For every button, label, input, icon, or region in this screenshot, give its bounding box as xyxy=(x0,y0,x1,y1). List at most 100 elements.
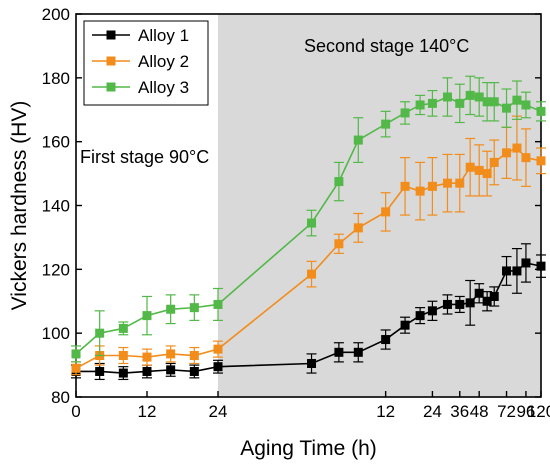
data-point xyxy=(71,363,81,373)
data-point xyxy=(213,299,223,309)
data-point xyxy=(307,269,317,279)
data-point xyxy=(536,156,546,166)
x-tick-label: 96 xyxy=(516,402,535,421)
data-point xyxy=(465,162,475,172)
data-point xyxy=(166,304,176,314)
second-stage-label: Second stage 140°C xyxy=(304,36,469,56)
series-2 xyxy=(71,115,546,376)
data-point xyxy=(213,344,223,354)
x-tick-label: 24 xyxy=(209,402,228,421)
x-tick-label: 12 xyxy=(376,402,395,421)
first-stage-label: First stage 90°C xyxy=(80,147,209,167)
data-point xyxy=(415,100,425,110)
data-point xyxy=(455,178,465,188)
data-point xyxy=(474,288,484,298)
data-point xyxy=(353,135,363,145)
series-1 xyxy=(71,243,546,381)
data-point xyxy=(166,365,176,375)
data-point xyxy=(118,368,128,378)
data-point xyxy=(512,266,522,276)
x-tick-label: 72 xyxy=(497,402,516,421)
data-point xyxy=(415,311,425,321)
x-tick-label: 24 xyxy=(423,402,442,421)
legend-marker xyxy=(106,82,116,92)
data-point xyxy=(521,258,531,268)
y-tick-label: 80 xyxy=(51,388,70,407)
data-point xyxy=(334,347,344,357)
data-point xyxy=(502,103,512,113)
data-point xyxy=(334,177,344,187)
data-point xyxy=(489,97,499,107)
data-point xyxy=(427,306,437,316)
data-point xyxy=(465,298,475,308)
data-point xyxy=(189,366,199,376)
data-point xyxy=(415,186,425,196)
data-point xyxy=(307,358,317,368)
data-point xyxy=(307,218,317,228)
legend-entry: Alloy 3 xyxy=(92,78,189,97)
data-point xyxy=(455,299,465,309)
data-point xyxy=(213,362,223,372)
data-point xyxy=(536,261,546,271)
data-point xyxy=(536,106,546,116)
data-point xyxy=(489,291,499,301)
data-point xyxy=(353,347,363,357)
y-tick-label: 120 xyxy=(42,260,70,279)
y-axis-title: Vickers hardness (HV) xyxy=(8,101,31,311)
data-point xyxy=(502,148,512,158)
data-point xyxy=(95,366,105,376)
data-point xyxy=(381,207,391,217)
data-point xyxy=(400,320,410,330)
data-point xyxy=(118,323,128,333)
data-point xyxy=(142,311,152,321)
legend-label: Alloy 1 xyxy=(138,26,189,45)
data-point xyxy=(334,239,344,249)
data-point xyxy=(442,178,452,188)
data-point xyxy=(512,95,522,105)
legend-entry: Alloy 1 xyxy=(92,26,189,45)
data-point xyxy=(512,143,522,153)
data-point xyxy=(482,169,492,179)
legend: Alloy 1 Alloy 2 Alloy 3 xyxy=(83,20,209,106)
y-tick-label: 180 xyxy=(42,69,70,88)
legend-marker xyxy=(106,30,116,40)
data-point xyxy=(166,349,176,359)
x-tick-label: 48 xyxy=(470,402,489,421)
data-point xyxy=(482,97,492,107)
data-point xyxy=(502,266,512,276)
data-point xyxy=(442,299,452,309)
legend-entry: Alloy 2 xyxy=(92,52,189,71)
y-tick-label: 140 xyxy=(42,197,70,216)
data-point xyxy=(118,351,128,361)
y-tick-label: 100 xyxy=(42,324,70,343)
data-point xyxy=(489,157,499,167)
data-point xyxy=(400,181,410,191)
x-tick-label: 0 xyxy=(71,402,80,421)
second-stage-shading xyxy=(218,14,541,397)
data-point xyxy=(465,90,475,100)
x-tick-label: 36 xyxy=(450,402,469,421)
data-point xyxy=(474,92,484,102)
data-point xyxy=(381,119,391,129)
data-point xyxy=(442,92,452,102)
data-point xyxy=(521,100,531,110)
x-tick-label: 12 xyxy=(138,402,157,421)
data-point xyxy=(521,153,531,163)
data-point xyxy=(400,108,410,118)
series-3 xyxy=(71,75,546,363)
data-point xyxy=(482,296,492,306)
data-point xyxy=(455,98,465,108)
x-tick-label: 120 xyxy=(527,402,550,421)
legend-label: Alloy 2 xyxy=(138,52,189,71)
data-point xyxy=(142,366,152,376)
data-point xyxy=(381,335,391,345)
data-point xyxy=(474,165,484,175)
data-point xyxy=(71,349,81,359)
y-tick-label: 200 xyxy=(42,5,70,24)
data-point xyxy=(353,223,363,233)
data-point xyxy=(189,351,199,361)
data-point xyxy=(95,328,105,338)
data-point xyxy=(142,352,152,362)
legend-label: Alloy 3 xyxy=(138,78,189,97)
